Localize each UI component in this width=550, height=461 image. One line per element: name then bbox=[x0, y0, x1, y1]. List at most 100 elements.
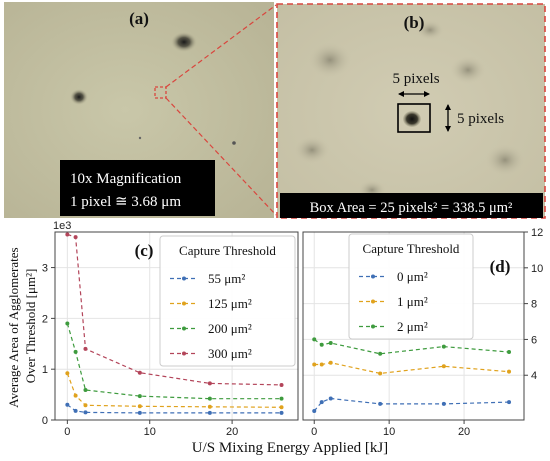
data-point bbox=[207, 396, 212, 401]
legend-swatch-marker bbox=[371, 299, 375, 304]
x-tick-label: 0 bbox=[64, 426, 70, 438]
data-point bbox=[328, 360, 333, 365]
box-area-text: Box Area = 25 pixels² = 338.5 μm² bbox=[310, 200, 513, 216]
legend-entry: 0 μm² bbox=[397, 269, 428, 284]
legend-swatch-marker bbox=[182, 276, 186, 281]
data-point bbox=[378, 401, 383, 406]
data-point bbox=[319, 400, 324, 405]
data-point bbox=[441, 401, 446, 406]
chart-d-legend: Capture Threshold 0 μm² 1 μm² 2 μm² bbox=[348, 233, 474, 340]
data-point bbox=[73, 235, 78, 240]
data-point bbox=[207, 410, 212, 415]
measurement-box bbox=[397, 103, 431, 133]
chart-c-frame bbox=[54, 231, 299, 421]
chart-c: 0 10 20 0 1 2 3 1e3 (c) Average Area of Agglom… bbox=[6, 220, 299, 438]
data-point bbox=[312, 362, 317, 367]
chart-c-panel-label: (c) bbox=[135, 241, 154, 260]
panel-b-label: (b) bbox=[404, 13, 425, 32]
data-point bbox=[279, 396, 284, 401]
data-point bbox=[312, 409, 317, 414]
arrowhead-down bbox=[445, 126, 451, 132]
magnification-text: 10x Magnification bbox=[70, 171, 182, 187]
legend-entry: 1 μm² bbox=[397, 294, 428, 309]
data-point bbox=[207, 381, 212, 386]
data-point bbox=[65, 402, 70, 407]
legend-entry: 2 μm² bbox=[397, 319, 428, 334]
x-tick-label: 10 bbox=[383, 426, 395, 438]
data-point bbox=[73, 393, 78, 398]
zoom-source-box bbox=[154, 86, 167, 99]
series-line bbox=[314, 362, 510, 375]
dimension-label-right: 5 pixels bbox=[457, 111, 504, 127]
pixel-scale-text: 1 pixel ≅ 3.68 μm bbox=[70, 194, 181, 210]
data-point bbox=[328, 341, 333, 346]
data-point bbox=[507, 400, 512, 405]
micrograph-b-background bbox=[277, 4, 545, 218]
caption-box-b bbox=[280, 193, 543, 218]
series-line bbox=[66, 373, 282, 408]
data-point bbox=[441, 344, 446, 349]
chart-d-ticks: 0 10 20 4 6 8 10 12 bbox=[311, 227, 543, 438]
data-point bbox=[83, 346, 88, 351]
data-point bbox=[137, 404, 142, 409]
series-line bbox=[66, 323, 282, 400]
caption-box-a bbox=[60, 160, 215, 216]
legend-swatch-marker bbox=[182, 301, 186, 306]
data-point bbox=[378, 351, 383, 356]
chart-c-ticks: 0 10 20 0 1 2 3 bbox=[42, 263, 238, 438]
data-point bbox=[507, 349, 512, 354]
arrowhead-left bbox=[398, 91, 404, 97]
legend-swatch-marker bbox=[371, 324, 375, 329]
chart-c-offset-label: 1e3 bbox=[53, 220, 71, 232]
legend-box bbox=[159, 235, 296, 367]
particle-speck bbox=[232, 141, 236, 145]
y-tick-label: 3 bbox=[42, 263, 48, 275]
data-point bbox=[83, 388, 88, 393]
data-point bbox=[441, 364, 446, 369]
y-tick-label: 0 bbox=[42, 415, 48, 427]
data-point bbox=[319, 362, 324, 367]
y-tick-label: 4 bbox=[531, 370, 537, 382]
data-point bbox=[328, 396, 333, 401]
y-tick-label: 2 bbox=[42, 313, 48, 325]
chart-d-panel-label: (d) bbox=[490, 257, 511, 276]
y-tick-label: 6 bbox=[531, 334, 537, 346]
data-point bbox=[137, 370, 142, 375]
chart-c-ylabel: Average Area of Agglomerates Over Thresh… bbox=[6, 244, 38, 408]
data-point bbox=[65, 321, 70, 326]
data-point bbox=[73, 349, 78, 354]
chart-d-frame bbox=[302, 231, 525, 421]
data-point bbox=[319, 342, 324, 347]
x-tick-label: 0 bbox=[311, 426, 317, 438]
panel-a-micrograph: (a) 10x Magnification 1 pixel ≅ 3.68 μm bbox=[4, 2, 274, 218]
shared-xlabel: U/S Mixing Energy Applied [kJ] bbox=[192, 440, 388, 456]
y-tick-label: 8 bbox=[531, 299, 537, 311]
legend-swatch-marker bbox=[182, 351, 186, 356]
panel-b-zoom: (b) 5 pixels 5 pixels Box Area = 25 pixe… bbox=[276, 3, 546, 219]
legend-title: Capture Threshold bbox=[179, 243, 276, 258]
x-tick-label: 10 bbox=[144, 426, 156, 438]
data-point bbox=[73, 408, 78, 413]
particle-spot bbox=[171, 32, 197, 52]
data-point bbox=[137, 394, 142, 399]
chart-d-series bbox=[312, 337, 512, 414]
dimension-label-top: 5 pixels bbox=[392, 71, 439, 87]
chart-d: 0 10 20 4 6 8 10 12 (d) Capture Threshold 0 μm² 1… bbox=[302, 227, 543, 438]
data-point bbox=[378, 371, 383, 376]
legend-entry: 300 μm² bbox=[208, 346, 252, 361]
x-tick-label: 20 bbox=[226, 426, 238, 438]
panel-a-label: (a) bbox=[129, 9, 149, 28]
blur-blob bbox=[485, 144, 525, 176]
legend-entry: 55 μm² bbox=[208, 271, 245, 286]
chart-c-legend: Capture Threshold 55 μm² 125 μm² 200 μm² 300… bbox=[159, 235, 296, 367]
legend-swatch-marker bbox=[182, 326, 186, 331]
arrowhead-up bbox=[445, 104, 451, 110]
data-point bbox=[207, 404, 212, 409]
agglomerate-particle bbox=[403, 111, 421, 127]
data-point bbox=[279, 405, 284, 410]
blur-blob bbox=[450, 56, 486, 84]
chart-c-series bbox=[65, 232, 284, 415]
data-point bbox=[279, 382, 284, 387]
data-point bbox=[65, 232, 70, 237]
